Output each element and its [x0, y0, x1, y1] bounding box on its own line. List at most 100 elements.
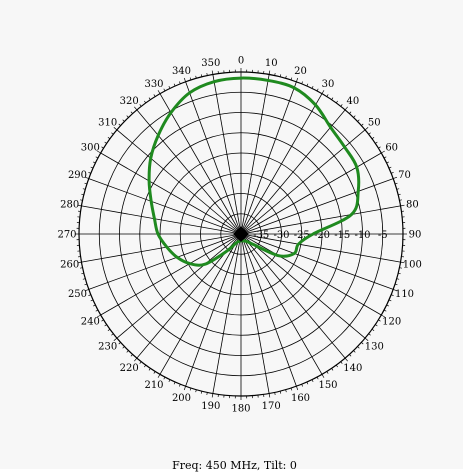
- radial-tick-label: -10: [354, 230, 370, 241]
- angle-tick-mark: [326, 371, 329, 374]
- angle-tick-mark: [381, 150, 385, 154]
- angle-tick-mark: [90, 299, 94, 302]
- angle-tick-mark: [321, 90, 325, 94]
- angle-tick-label: 310: [98, 118, 117, 129]
- angle-tick-mark: [84, 283, 88, 286]
- radial-tick-label: -15: [334, 230, 350, 241]
- angle-tick-mark: [211, 393, 214, 398]
- angle-tick-mark: [104, 324, 107, 327]
- angle-tick-mark: [189, 387, 192, 391]
- angle-tick-mark: [113, 127, 118, 131]
- radial-tick-label: -30: [273, 230, 289, 241]
- angle-tick-label: 20: [294, 66, 307, 77]
- radial-spoke: [136, 109, 242, 235]
- angle-tick-mark: [279, 391, 282, 394]
- angle-tick-mark: [195, 75, 197, 79]
- angle-tick-mark: [157, 90, 161, 94]
- angle-tick-mark: [81, 272, 84, 275]
- angle-tick-mark: [386, 161, 390, 164]
- angle-tick-mark: [388, 166, 392, 169]
- angle-tick-mark: [101, 146, 104, 149]
- angle-tick-mark: [364, 127, 369, 131]
- angle-tick-mark: [353, 115, 356, 118]
- angle-tick-mark: [400, 204, 405, 207]
- radial-spoke: [81, 233, 242, 263]
- angle-tick-label: 170: [262, 401, 281, 412]
- angle-tick-mark: [290, 77, 293, 81]
- angle-tick-mark: [361, 342, 364, 345]
- angle-tick-mark: [296, 77, 299, 82]
- angle-tick-mark: [393, 176, 398, 179]
- angle-tick-mark: [400, 261, 405, 264]
- angle-tick-label: 240: [81, 317, 100, 328]
- angle-tick-mark: [111, 333, 114, 336]
- angle-tick-mark: [335, 364, 338, 368]
- angle-tick-label: 350: [201, 58, 220, 69]
- angle-tick-label: 160: [291, 393, 310, 404]
- angle-tick-mark: [118, 123, 121, 126]
- angle-tick-mark: [206, 73, 208, 76]
- angle-tick-label: 0: [238, 56, 244, 67]
- angle-tick-mark: [88, 172, 91, 174]
- angle-tick-mark: [274, 392, 276, 395]
- angle-tick-mark: [391, 172, 394, 174]
- angle-tick-mark: [357, 119, 360, 122]
- angle-tick-mark: [396, 188, 400, 190]
- radial-spoke: [116, 129, 242, 235]
- radial-spoke: [240, 233, 366, 339]
- angle-tick-mark: [301, 81, 303, 84]
- angle-tick-label: 180: [231, 404, 250, 415]
- radial-spoke: [240, 93, 323, 235]
- angle-tick-mark: [84, 176, 89, 179]
- angle-tick-mark: [344, 357, 348, 362]
- angle-tick-mark: [316, 376, 319, 380]
- radial-spoke: [100, 152, 242, 235]
- angle-tick-label: 290: [68, 170, 87, 181]
- angle-tick-mark: [77, 261, 82, 264]
- radial-spoke: [212, 74, 242, 235]
- angle-tick-mark: [349, 354, 352, 357]
- radial-spoke: [240, 233, 297, 387]
- angle-tick-mark: [268, 393, 271, 398]
- angle-tick-label: 30: [322, 79, 335, 90]
- angle-tick-mark: [95, 309, 99, 312]
- radial-spoke: [159, 93, 242, 235]
- angle-tick-mark: [321, 374, 325, 378]
- angle-tick-mark: [393, 289, 398, 292]
- angle-tick-mark: [364, 337, 369, 341]
- angle-tick-mark: [122, 119, 125, 122]
- angle-tick-label: 70: [398, 170, 411, 181]
- angle-tick-mark: [349, 111, 352, 114]
- angle-tick-label: 10: [265, 58, 278, 69]
- angle-tick-label: 220: [120, 363, 139, 374]
- angle-tick-label: 60: [385, 143, 398, 154]
- angle-tick-mark: [163, 376, 166, 380]
- angle-tick-mark: [268, 70, 271, 75]
- angle-tick-mark: [80, 199, 83, 201]
- angle-tick-mark: [122, 346, 125, 349]
- angle-tick-label: 140: [343, 363, 362, 374]
- angle-tick-label: 270: [57, 230, 76, 241]
- radial-spoke: [116, 233, 242, 339]
- angle-tick-label: 120: [382, 317, 401, 328]
- radial-spoke: [212, 233, 242, 394]
- angle-tick-label: 150: [318, 380, 337, 391]
- angle-tick-label: 190: [201, 401, 220, 412]
- radial-spoke: [159, 233, 242, 375]
- radial-spoke: [240, 233, 394, 290]
- angle-tick-mark: [211, 70, 214, 75]
- angle-tick-mark: [157, 374, 161, 378]
- angle-tick-mark: [97, 314, 101, 318]
- angle-tick-mark: [163, 88, 166, 92]
- angle-tick-mark: [82, 188, 86, 190]
- angle-tick-mark: [396, 278, 400, 280]
- angle-tick-mark: [285, 389, 287, 393]
- angle-tick-mark: [126, 350, 129, 353]
- radial-spoke: [240, 233, 401, 263]
- angle-tick-mark: [206, 392, 208, 395]
- angle-tick-mark: [316, 88, 319, 92]
- radial-tick-label: -5: [378, 230, 388, 241]
- angle-tick-mark: [311, 379, 314, 383]
- angle-tick-mark: [375, 324, 378, 327]
